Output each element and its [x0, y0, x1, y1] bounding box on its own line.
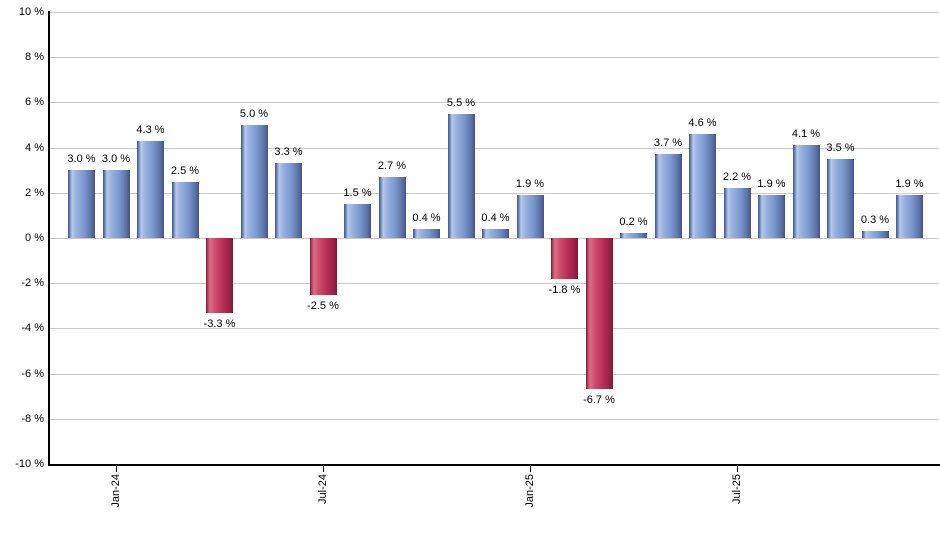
bar-value-label: 5.0 % — [239, 108, 269, 120]
positive-bar — [447, 113, 475, 238]
bar-value-label: -1.8 % — [548, 283, 581, 296]
positive-bar — [758, 195, 785, 238]
y-tick-label: 4 % — [25, 141, 44, 154]
gridline — [50, 102, 939, 104]
bar-value-label: 1.9 % — [895, 178, 924, 191]
bar-value-label: 3.0 % — [101, 153, 131, 166]
positive-bar — [275, 163, 302, 238]
gridline — [50, 373, 939, 375]
bar-value-label: 3.0 % — [67, 153, 96, 166]
bar-value-label: 4.1 % — [791, 128, 821, 141]
positive-bar — [827, 158, 854, 238]
bar-value-label: 2.2 % — [722, 171, 752, 184]
x-tick — [116, 466, 117, 472]
x-tick — [530, 466, 531, 472]
x-tick — [323, 466, 324, 472]
positive-bar — [861, 231, 889, 238]
positive-bar — [413, 228, 440, 238]
y-tick-label: -10 % — [15, 458, 44, 470]
bar-value-label: 3.5 % — [826, 141, 855, 154]
bar-value-label: 2.5 % — [170, 164, 200, 177]
gridline — [50, 238, 939, 239]
x-axis-line — [48, 464, 940, 466]
gridline — [50, 418, 939, 420]
y-tick-label: 8 % — [25, 51, 44, 64]
bar-value-label: 0.4 % — [481, 211, 510, 224]
positive-bar — [344, 204, 371, 238]
gridline — [50, 328, 939, 330]
bar-value-label: 2.7 % — [377, 159, 407, 172]
positive-bar — [654, 154, 682, 238]
y-tick-label: -2 % — [21, 277, 44, 290]
y-tick-label: -8 % — [21, 412, 44, 425]
positive-bar — [482, 228, 509, 238]
bar-value-label: 1.5 % — [343, 187, 372, 200]
bar-value-label: 0.2 % — [619, 216, 648, 229]
negative-bar — [585, 238, 613, 390]
gridline — [50, 57, 939, 59]
x-tick-label: Jul-24 — [317, 474, 329, 504]
bar-value-label: 0.3 % — [860, 214, 890, 227]
positive-bar — [171, 181, 199, 238]
positive-bar — [68, 170, 95, 238]
bar-value-label: 4.3 % — [136, 123, 165, 136]
negative-bar — [551, 238, 578, 279]
bar-value-label: -6.7 % — [583, 394, 615, 407]
positive-bar — [378, 176, 406, 238]
positive-bar — [792, 145, 820, 238]
y-tick-label: 6 % — [25, 96, 44, 109]
x-tick — [737, 466, 738, 472]
positive-bar — [620, 233, 647, 238]
gridline — [50, 147, 939, 149]
negative-bar — [309, 238, 337, 295]
gridline — [50, 283, 939, 285]
y-tick-label: 10 % — [18, 6, 44, 18]
y-tick-label: -6 % — [21, 367, 44, 380]
x-tick-label: Jul-25 — [731, 474, 743, 504]
negative-bar — [206, 238, 233, 313]
bar-value-label: 1.9 % — [757, 178, 786, 191]
positive-bar — [137, 140, 164, 238]
positive-bar — [102, 170, 130, 238]
x-tick-label: Jan-24 — [110, 474, 122, 508]
bar-value-label: -2.5 % — [307, 299, 339, 312]
y-axis-line — [48, 11, 50, 466]
positive-bar — [240, 125, 268, 238]
bar-value-label: 0.4 % — [412, 211, 441, 224]
positive-bar — [516, 195, 544, 238]
bar-value-label: 5.5 % — [446, 96, 476, 109]
y-tick-label: 0 % — [25, 232, 44, 244]
gridline — [50, 192, 939, 194]
y-tick-label: -4 % — [21, 322, 44, 335]
positive-bar — [896, 195, 923, 238]
x-tick-label: Jan-25 — [524, 474, 536, 508]
positive-bar — [689, 134, 716, 238]
bar-value-label: 1.9 % — [515, 178, 545, 191]
positive-bar — [723, 188, 751, 238]
bar-value-label: -3.3 % — [203, 317, 236, 330]
bar-value-label: 3.7 % — [653, 137, 683, 150]
bar-value-label: 3.3 % — [274, 146, 303, 159]
gridline — [50, 12, 939, 13]
y-tick-label: 2 % — [25, 186, 44, 199]
bar-value-label: 4.6 % — [688, 117, 717, 130]
